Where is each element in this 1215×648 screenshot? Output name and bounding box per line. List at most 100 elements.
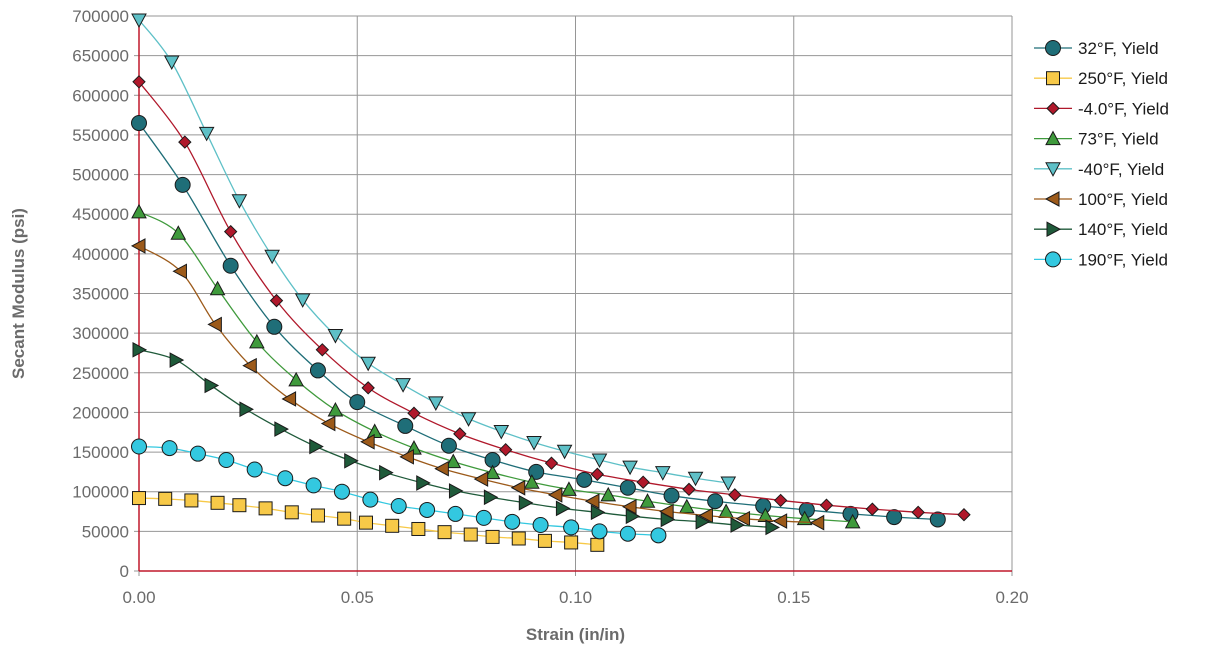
data-point <box>209 280 226 296</box>
y-tick-label: 250000 <box>72 364 129 383</box>
data-point <box>600 486 617 502</box>
data-point <box>258 501 273 516</box>
data-point <box>379 464 394 481</box>
data-point <box>518 494 534 511</box>
data-point <box>844 513 861 529</box>
y-tick-label: 150000 <box>72 443 129 462</box>
data-point <box>218 452 235 468</box>
data-point <box>249 333 265 349</box>
legend-item: -4.0°F, Yield <box>1034 99 1169 118</box>
data-point <box>547 487 563 503</box>
data-point <box>504 513 521 530</box>
data-point <box>584 493 600 510</box>
data-point <box>395 378 411 393</box>
legend-item: 73°F, Yield <box>1034 130 1159 149</box>
data-point <box>407 406 421 420</box>
data-point <box>650 527 667 544</box>
data-point <box>511 531 526 546</box>
legend-item: -40°F, Yield <box>1034 160 1164 179</box>
y-tick-label: 450000 <box>72 205 129 224</box>
data-point <box>510 479 526 496</box>
data-point <box>453 427 467 441</box>
x-tick-label: 0.20 <box>995 588 1028 607</box>
data-point <box>411 521 426 536</box>
data-point <box>561 481 577 496</box>
data-point <box>130 238 146 254</box>
data-point <box>625 508 641 525</box>
data-point <box>333 483 350 500</box>
legend-marker <box>1046 71 1060 86</box>
y-tick-label: 350000 <box>72 285 129 304</box>
data-point <box>327 329 344 344</box>
legend-label: 32°F, Yield <box>1078 39 1159 58</box>
data-point <box>434 460 449 477</box>
data-point <box>493 424 510 440</box>
data-point <box>865 502 880 516</box>
data-point <box>698 507 713 524</box>
data-point <box>447 505 464 522</box>
data-point <box>131 115 147 132</box>
data-point <box>772 513 788 529</box>
data-point <box>660 511 676 528</box>
x-axis-title: Strain (in/in) <box>526 625 625 644</box>
data-point <box>284 505 299 520</box>
data-point <box>281 391 297 407</box>
y-tick-label: 300000 <box>72 324 129 343</box>
data-point <box>310 508 325 523</box>
data-point <box>695 514 711 530</box>
legend-label: 73°F, Yield <box>1078 130 1159 149</box>
legend-marker <box>1044 191 1060 207</box>
legend-marker <box>1045 40 1061 56</box>
y-tick-label: 650000 <box>72 47 129 66</box>
y-axis-title: Secant Modulus (psi) <box>9 208 28 379</box>
data-point <box>755 497 772 514</box>
x-tick-label: 0.00 <box>122 588 155 607</box>
data-point <box>309 438 324 455</box>
y-tick-label: 100000 <box>72 483 129 502</box>
data-point <box>654 466 671 481</box>
data-point <box>460 412 477 427</box>
data-point <box>622 460 638 476</box>
legend-label: 100°F, Yield <box>1078 190 1168 209</box>
data-point <box>274 421 289 437</box>
data-point <box>158 491 173 506</box>
data-point <box>809 514 825 531</box>
data-point <box>639 493 656 508</box>
data-point <box>184 493 199 508</box>
legend-marker <box>1046 221 1062 238</box>
data-point <box>360 356 376 372</box>
legend-marker <box>1045 130 1061 146</box>
data-point <box>485 529 500 544</box>
series-100-f-yield <box>130 238 825 531</box>
data-point <box>131 438 147 455</box>
data-point <box>537 533 552 548</box>
y-tick-label: 500000 <box>72 166 129 185</box>
data-point <box>204 377 220 394</box>
data-point <box>886 509 903 526</box>
data-point <box>132 491 146 506</box>
data-point <box>170 225 187 240</box>
data-point <box>277 470 294 487</box>
data-series <box>130 13 971 552</box>
data-point <box>735 510 751 527</box>
legend-item: 100°F, Yield <box>1034 190 1168 209</box>
legend-marker <box>1045 251 1061 268</box>
legend-marker <box>1045 162 1061 177</box>
y-tick-label: 0 <box>120 562 129 581</box>
legend-marker <box>1046 101 1060 116</box>
data-point <box>231 194 248 209</box>
data-point <box>132 75 146 89</box>
data-point <box>819 498 834 512</box>
data-point <box>242 357 257 374</box>
data-point <box>563 519 580 536</box>
data-point <box>707 493 724 510</box>
data-point <box>475 509 492 526</box>
data-point <box>730 517 746 533</box>
data-point <box>427 396 444 411</box>
data-point <box>207 316 222 333</box>
data-point <box>366 423 383 438</box>
data-point <box>172 263 187 280</box>
data-point <box>358 515 373 530</box>
data-point <box>636 475 650 489</box>
data-point <box>687 471 704 487</box>
